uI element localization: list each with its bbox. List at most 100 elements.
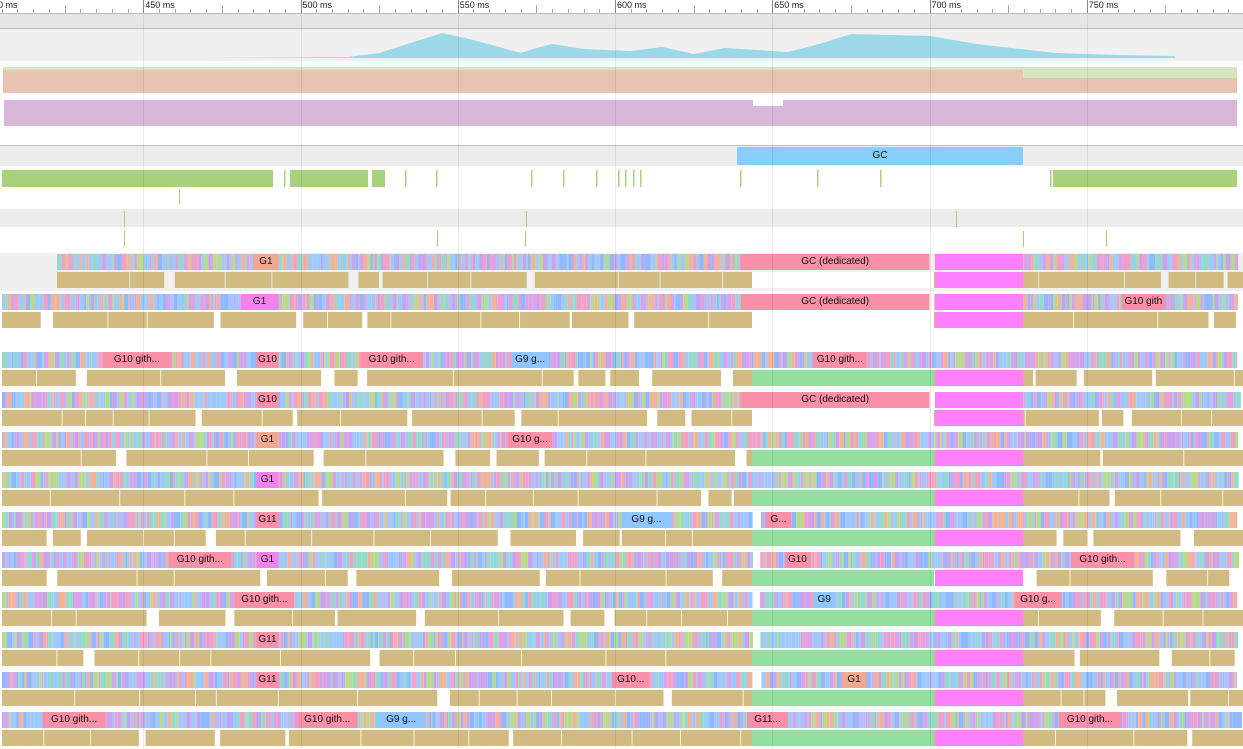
goroutine-slice: [1192, 632, 1197, 648]
goroutine-slice: [355, 472, 357, 488]
goroutine-slice: [438, 352, 441, 368]
goroutine-slice: [477, 432, 481, 448]
goroutine-slice: [103, 592, 107, 608]
goroutine-slice: [393, 632, 398, 648]
ruler-tick-label: 500 ms: [302, 0, 333, 10]
goroutine-slice: [178, 592, 180, 608]
goroutine-slice: [1089, 632, 1092, 648]
goroutine-slice: [243, 672, 248, 688]
goroutine-slice: [616, 432, 621, 448]
ruler-major-tick: [300, 0, 302, 13]
goroutine-slice: [620, 352, 623, 368]
ruler-minor-tick: [630, 9, 632, 13]
goroutine-slice: [941, 672, 945, 688]
goroutine-slice: [935, 352, 941, 368]
goroutine-slice: [457, 632, 459, 648]
goroutine-slice: [503, 254, 505, 270]
goroutine-slice: [119, 294, 123, 310]
goroutine-slice: [899, 512, 905, 528]
goroutine-slice: [308, 552, 313, 568]
goroutine-slice: [722, 552, 726, 568]
goroutine-slice: [808, 672, 811, 688]
goroutine-slice: [908, 472, 911, 488]
goroutine-slice: [26, 712, 31, 728]
goroutine-slice: [49, 472, 55, 488]
goroutine-stack: [2, 410, 62, 426]
goroutine-slice: [47, 392, 51, 408]
goroutine-stack: [1171, 650, 1210, 666]
goroutine-slice: [889, 672, 894, 688]
goroutine-slice: [601, 672, 607, 688]
goroutine-slice: [643, 632, 646, 648]
goroutine-slice: [243, 392, 248, 408]
goroutine-slice: [1094, 392, 1098, 408]
goroutine-slice: [683, 712, 685, 728]
goroutine-slice: [205, 294, 209, 310]
goroutine-slice: [584, 552, 587, 568]
goroutine-slice: [455, 552, 460, 568]
goroutine-slice: [990, 552, 995, 568]
labelled-slice: [1121, 294, 1166, 310]
goroutine-slice: [122, 632, 128, 648]
goroutine-slice: [1001, 552, 1005, 568]
goroutine-slice: [1230, 432, 1236, 448]
goroutine-slice: [652, 712, 655, 728]
goroutine-slice: [911, 672, 915, 688]
goroutine-slice: [79, 392, 81, 408]
goroutine-slice: [1064, 552, 1070, 568]
goroutine-slice: [339, 432, 341, 448]
goroutine-slice: [239, 472, 245, 488]
goroutine-slice: [683, 472, 685, 488]
goroutine-slice: [708, 712, 710, 728]
goroutine-slice: [1140, 632, 1143, 648]
goroutine-slice: [496, 472, 501, 488]
goroutine-slice: [786, 432, 791, 448]
goroutine-slice: [698, 432, 703, 448]
goroutine-slice: [1195, 294, 1201, 310]
goroutine-slice: [190, 352, 196, 368]
goroutine-slice: [1195, 672, 1198, 688]
goroutine-slice: [507, 472, 511, 488]
goroutine-slice: [681, 712, 684, 728]
heap-area-graph[interactable]: [0, 33, 1175, 58]
goroutine-slice: [993, 352, 996, 368]
goroutine-slice: [532, 632, 535, 648]
goroutine-slice: [326, 254, 329, 270]
goroutine-slice: [1054, 552, 1058, 568]
goroutine-slice: [401, 472, 405, 488]
goroutine-slice: [43, 352, 49, 368]
goroutine-slice: [1128, 432, 1132, 448]
goroutine-slice: [6, 472, 12, 488]
goroutine-slice: [466, 712, 470, 728]
goroutine-stack: [2, 690, 75, 706]
goroutine-slice: [102, 432, 104, 448]
goroutine-slice: [1063, 512, 1068, 528]
goroutine-slice: [482, 712, 487, 728]
syscall-tick: [563, 170, 565, 187]
trace-view[interactable]: GC G1 GC (dedicated) G1 GC (dedicated) G10 gi…: [0, 14, 1243, 749]
goroutine-slice: [853, 432, 856, 448]
goroutine-slice: [952, 552, 957, 568]
goroutine-stack: [533, 490, 578, 506]
gc-assist-slice: [752, 370, 934, 386]
goroutine-slice: [249, 254, 253, 270]
goroutine-slice: [81, 472, 86, 488]
goroutine-slice: [548, 472, 551, 488]
goroutine-stack: [1084, 690, 1106, 706]
goroutine-slice: [1186, 592, 1189, 608]
goroutine-slice: [1096, 592, 1100, 608]
goroutine-slice: [592, 592, 596, 608]
goroutine-slice: [826, 632, 831, 648]
goroutine-slice: [200, 432, 205, 448]
goroutine-slice: [1202, 254, 1206, 270]
goroutine-slice: [90, 632, 93, 648]
goroutine-slice: [1017, 432, 1021, 448]
goroutine-slice: [52, 432, 57, 448]
goroutine-slice: [1207, 592, 1212, 608]
goroutine-slice: [1011, 672, 1015, 688]
goroutine-slice: [1079, 592, 1082, 608]
goroutine-slice: [204, 672, 209, 688]
goroutine-slice: [341, 672, 344, 688]
goroutine-slice: [88, 432, 90, 448]
